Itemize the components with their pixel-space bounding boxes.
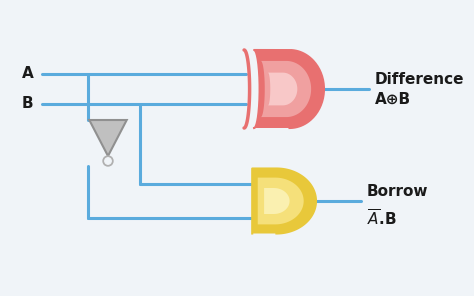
Text: A: A	[22, 67, 34, 81]
Text: B: B	[22, 96, 34, 112]
Polygon shape	[258, 178, 304, 224]
Polygon shape	[254, 50, 324, 128]
Text: A⊕B: A⊕B	[375, 91, 411, 107]
Circle shape	[103, 156, 113, 166]
Polygon shape	[89, 120, 127, 156]
Polygon shape	[252, 168, 316, 234]
Polygon shape	[268, 73, 297, 105]
Polygon shape	[264, 188, 290, 214]
Text: Borrow: Borrow	[367, 184, 428, 199]
Text: $\overline{A}$.B: $\overline{A}$.B	[367, 209, 397, 229]
Polygon shape	[261, 61, 311, 117]
Text: Difference: Difference	[375, 73, 465, 88]
Circle shape	[105, 158, 111, 164]
